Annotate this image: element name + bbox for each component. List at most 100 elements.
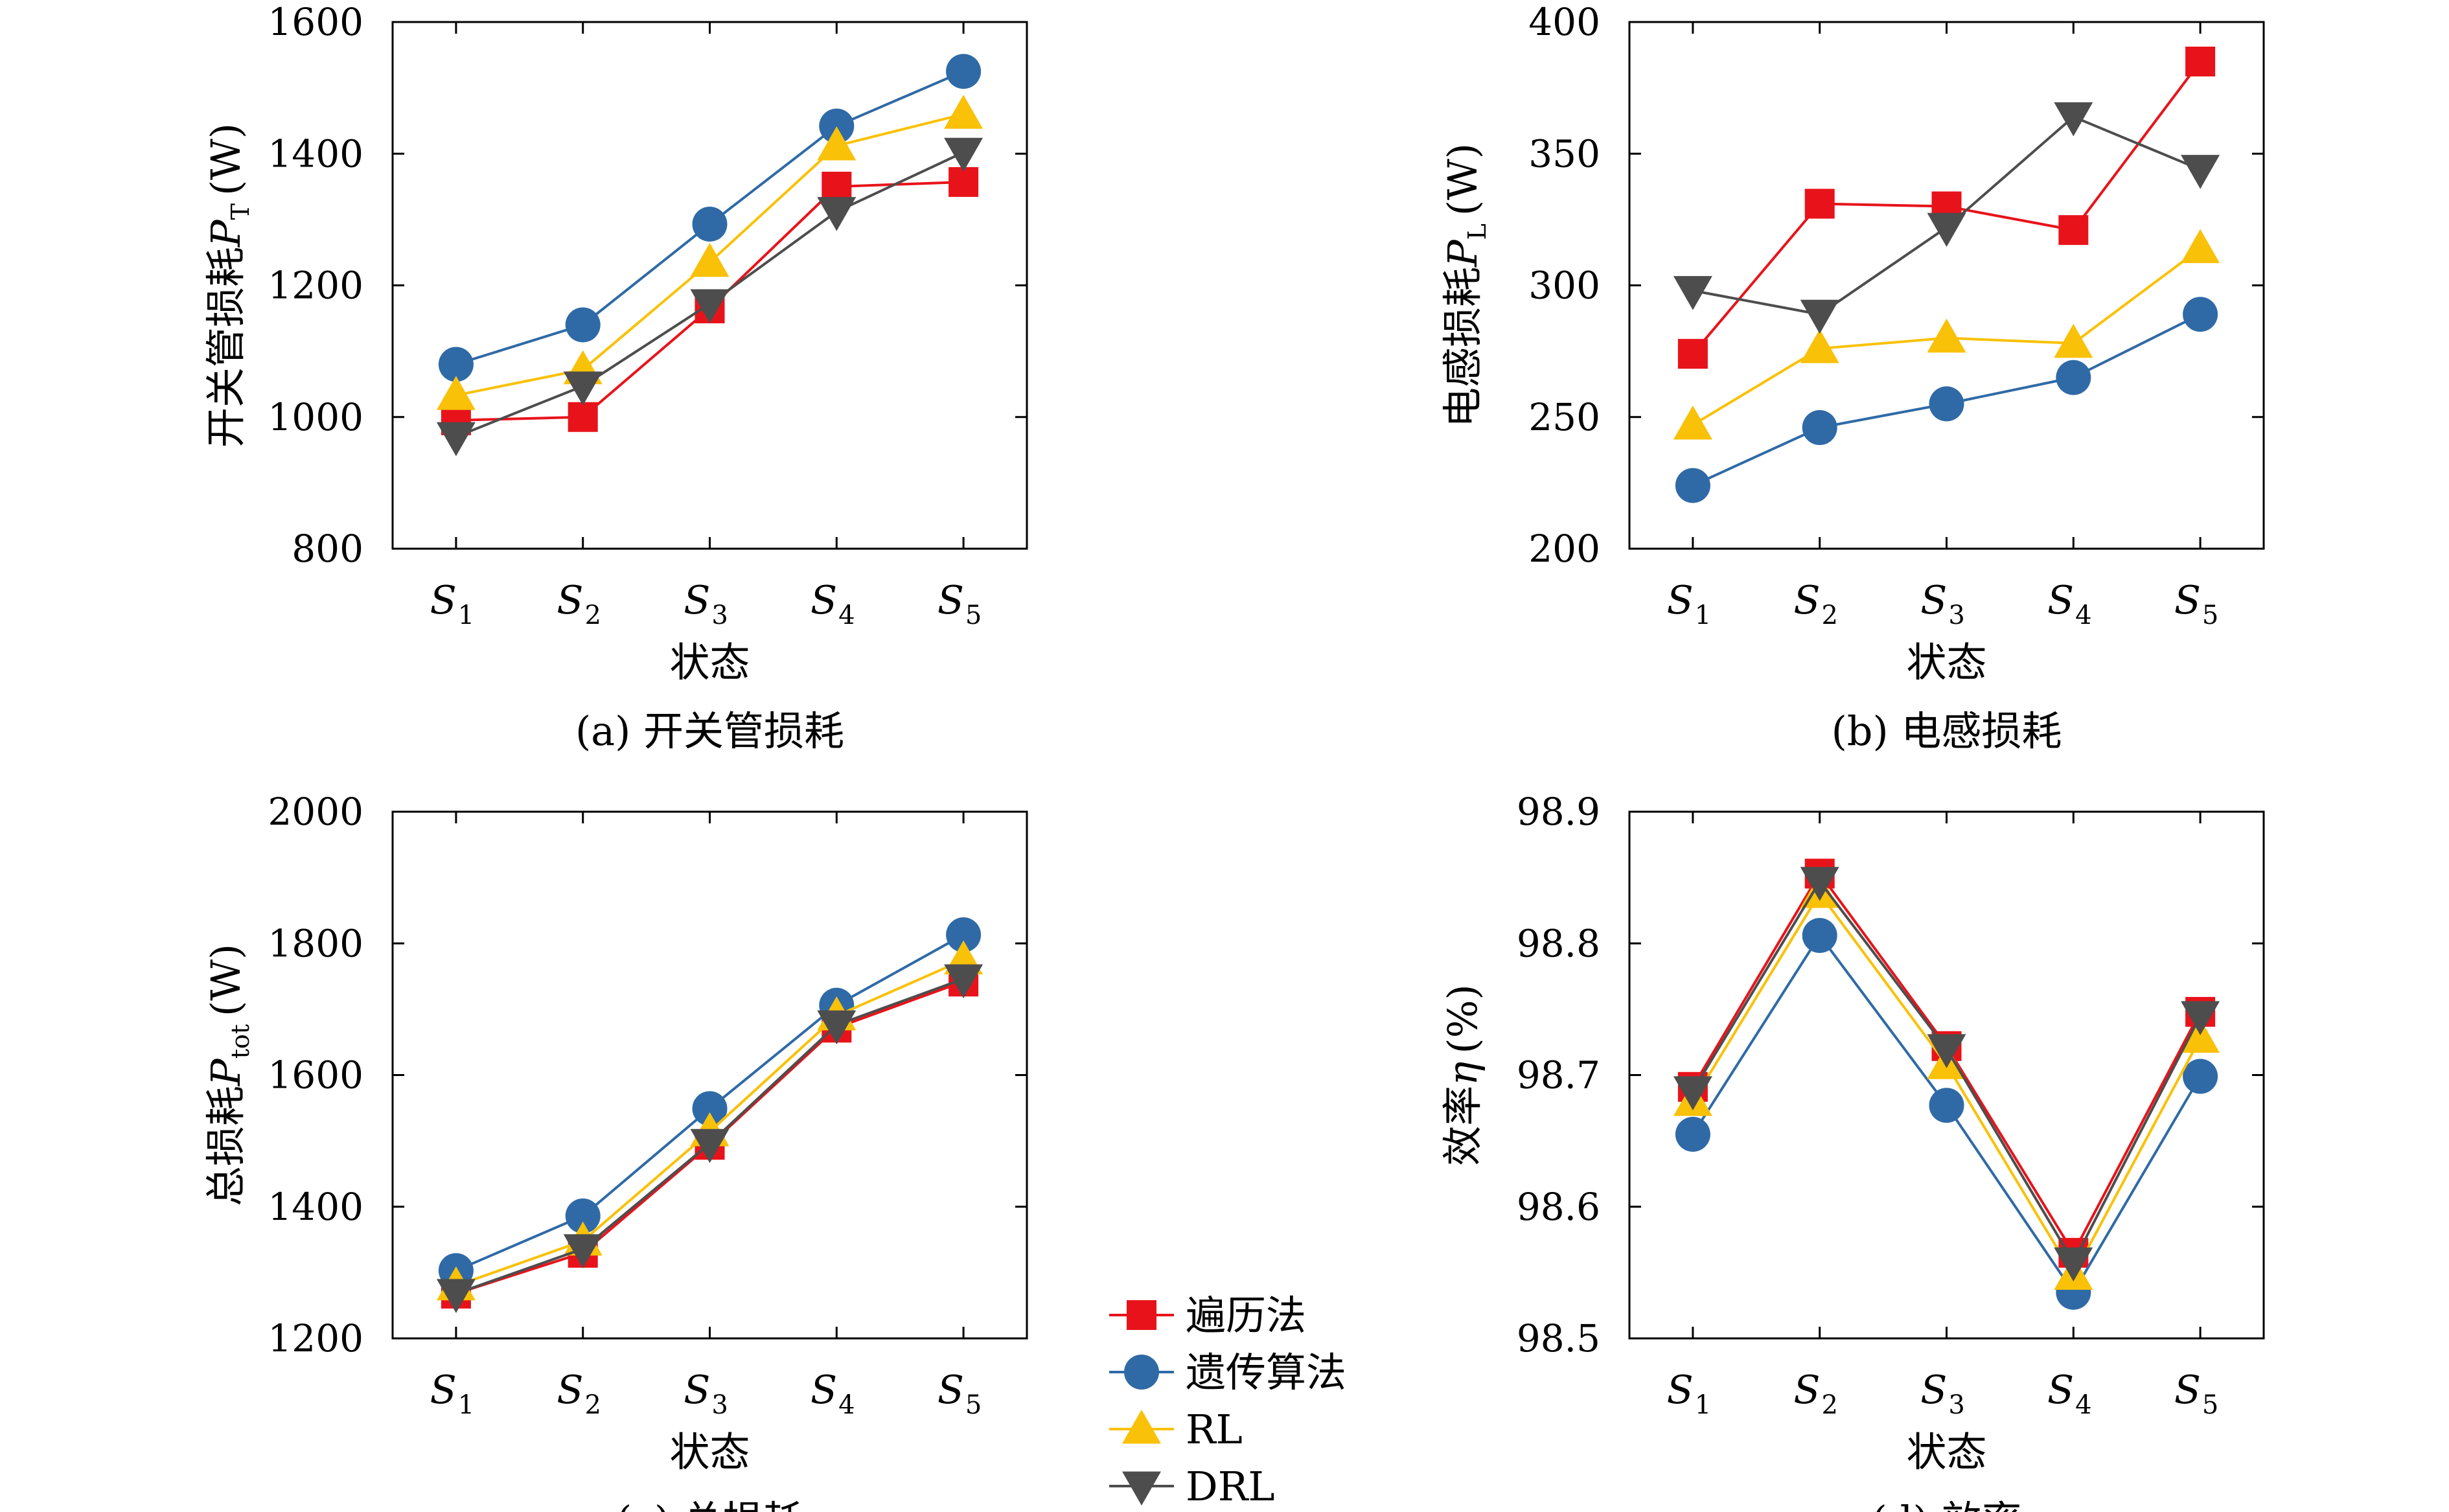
chart-panel-4: 98.598.698.798.898.9S1S2S3S4S5状态效率η(%)(d… xyxy=(1439,790,2265,1512)
x-axis-label: 状态 xyxy=(669,1428,750,1476)
x-tick-subscript: 3 xyxy=(1948,1390,1964,1420)
data-point xyxy=(1675,1116,1710,1152)
y-tick-label: 250 xyxy=(1528,395,1600,439)
data-point xyxy=(819,108,855,144)
data-point xyxy=(817,197,857,231)
series-4 xyxy=(1673,867,2220,1282)
y-axis-label-symbol: P xyxy=(1439,239,1486,268)
x-tick-label: S1 xyxy=(1667,1368,1712,1420)
data-point xyxy=(2181,1001,2220,1036)
series-3 xyxy=(436,940,983,1301)
x-tick-label: S2 xyxy=(557,578,601,630)
x-tick-base: S xyxy=(2047,578,2074,623)
data-point xyxy=(2181,229,2220,264)
x-tick-label: S1 xyxy=(430,1368,475,1420)
x-tick-label: S5 xyxy=(937,1368,982,1420)
panel-caption: (d) 效率 xyxy=(1872,1497,2022,1512)
x-tick-base: S xyxy=(430,578,457,623)
y-tick-label: 1000 xyxy=(268,395,363,439)
y-tick-label: 350 xyxy=(1528,132,1600,176)
x-tick-base: S xyxy=(1920,1368,1947,1413)
series-2 xyxy=(438,917,982,1289)
y-tick-label: 1800 xyxy=(268,921,363,965)
x-tick-label: S4 xyxy=(811,578,855,630)
x-tick-label: S4 xyxy=(811,1368,855,1420)
data-point xyxy=(1677,339,1708,369)
y-tick-label: 1400 xyxy=(268,1185,363,1229)
series-3 xyxy=(1673,874,2220,1290)
y-axis-label-subscript: L xyxy=(1463,223,1491,240)
x-tick-label: S3 xyxy=(684,1368,728,1420)
x-tick-subscript: 5 xyxy=(965,1390,982,1420)
x-tick-base: S xyxy=(557,578,583,623)
series-1 xyxy=(1677,46,2216,369)
data-point xyxy=(563,1234,603,1268)
y-tick-label: 98.6 xyxy=(1517,1185,1600,1229)
y-axis-label-text: 开关管损耗 xyxy=(202,247,249,448)
data-point xyxy=(817,126,857,161)
data-point xyxy=(1800,299,1839,334)
x-tick-base: S xyxy=(811,1368,837,1413)
x-tick-label: S4 xyxy=(2047,578,2092,630)
legend-label: 遍历法 xyxy=(1186,1292,1306,1339)
data-point xyxy=(1800,329,1839,363)
plot-frame xyxy=(391,810,1028,1340)
panel-caption: (a) 开关管损耗 xyxy=(575,707,844,755)
data-point xyxy=(690,242,730,277)
x-tick-label: S4 xyxy=(2047,1368,2092,1420)
data-point xyxy=(1804,189,1835,219)
series-4 xyxy=(436,137,983,457)
y-axis-label-text: 总损耗 xyxy=(202,1086,249,1206)
y-tick-label: 2000 xyxy=(268,790,363,834)
legend-item: 遗传算法 xyxy=(1109,1349,1346,1396)
legend-marker xyxy=(1127,1300,1156,1330)
legend-item: 遍历法 xyxy=(1109,1292,1306,1339)
data-point xyxy=(2181,1018,2220,1053)
data-point xyxy=(690,289,730,323)
data-point xyxy=(1927,318,1966,353)
x-tick-label: S3 xyxy=(684,578,728,630)
data-point xyxy=(2058,215,2089,246)
x-tick-label: S3 xyxy=(1920,1368,1965,1420)
data-point xyxy=(1802,918,1837,954)
x-tick-base: S xyxy=(1920,578,1947,623)
x-tick-subscript: 4 xyxy=(838,601,855,630)
x-tick-label: S1 xyxy=(1667,578,1712,630)
x-tick-base: S xyxy=(684,1368,710,1413)
series-3 xyxy=(436,95,983,410)
legend-label: DRL xyxy=(1186,1463,1275,1510)
data-point xyxy=(2054,323,2093,358)
data-point xyxy=(2183,297,2218,332)
y-tick-label: 800 xyxy=(292,527,363,571)
x-tick-subscript: 4 xyxy=(838,1390,855,1420)
data-point xyxy=(2054,1247,2093,1282)
data-point xyxy=(822,172,852,202)
x-tick-base: S xyxy=(811,578,837,623)
y-tick-label: 1200 xyxy=(268,264,363,308)
series-2 xyxy=(1675,297,2218,503)
x-tick-subscript: 1 xyxy=(1695,1390,1711,1420)
data-point xyxy=(568,402,598,432)
y-tick-label: 1600 xyxy=(268,0,363,44)
y-axis-label-symbol: P xyxy=(202,1058,249,1086)
y-axis-label-symbol: P xyxy=(202,219,249,247)
data-point xyxy=(2183,1059,2218,1094)
data-point xyxy=(1927,212,1966,247)
legend-marker xyxy=(1122,1410,1161,1444)
legend-label: 遗传算法 xyxy=(1186,1349,1346,1396)
y-axis-label-unit: (W) xyxy=(202,944,249,1016)
y-tick-label: 98.8 xyxy=(1517,921,1600,965)
x-tick-base: S xyxy=(1667,578,1694,623)
series-2 xyxy=(438,54,982,382)
x-tick-subscript: 3 xyxy=(711,601,728,630)
x-tick-subscript: 3 xyxy=(1948,601,1964,630)
x-tick-subscript: 2 xyxy=(585,601,601,630)
x-tick-base: S xyxy=(1793,578,1820,623)
legend-item: DRL xyxy=(1109,1463,1275,1510)
data-point xyxy=(817,1010,857,1045)
x-tick-base: S xyxy=(684,578,710,623)
x-tick-base: S xyxy=(2174,578,2201,623)
